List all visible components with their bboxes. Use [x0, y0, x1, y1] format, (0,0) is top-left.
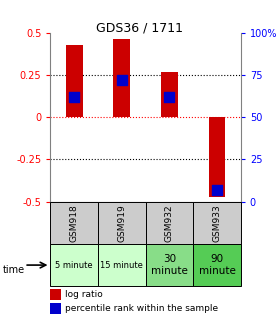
- Bar: [50, 244, 98, 286]
- Text: GSM933: GSM933: [213, 204, 221, 242]
- Bar: [146, 202, 193, 244]
- Bar: [193, 244, 241, 286]
- Bar: [66, 44, 83, 117]
- Point: [167, 94, 172, 99]
- Bar: [98, 244, 146, 286]
- Text: GSM918: GSM918: [70, 204, 79, 242]
- Point: [72, 94, 76, 99]
- Bar: [50, 202, 98, 244]
- Bar: [209, 117, 225, 197]
- Bar: [50, 303, 61, 314]
- Bar: [98, 202, 146, 244]
- Text: log ratio: log ratio: [65, 290, 102, 299]
- Point: [120, 77, 124, 83]
- Text: 90
minute: 90 minute: [199, 254, 235, 276]
- Text: 5 minute: 5 minute: [55, 261, 93, 269]
- Bar: [146, 244, 193, 286]
- Bar: [161, 72, 178, 117]
- Bar: [113, 40, 130, 117]
- Text: percentile rank within the sample: percentile rank within the sample: [65, 304, 218, 313]
- Text: time: time: [3, 265, 25, 275]
- Text: GSM932: GSM932: [165, 204, 174, 242]
- Bar: [50, 289, 61, 300]
- Bar: [193, 202, 241, 244]
- Text: 15 minute: 15 minute: [100, 261, 143, 269]
- Text: GSM919: GSM919: [117, 204, 126, 242]
- Text: 30
minute: 30 minute: [151, 254, 188, 276]
- Text: GDS36 / 1711: GDS36 / 1711: [97, 21, 183, 34]
- Point: [215, 187, 219, 193]
